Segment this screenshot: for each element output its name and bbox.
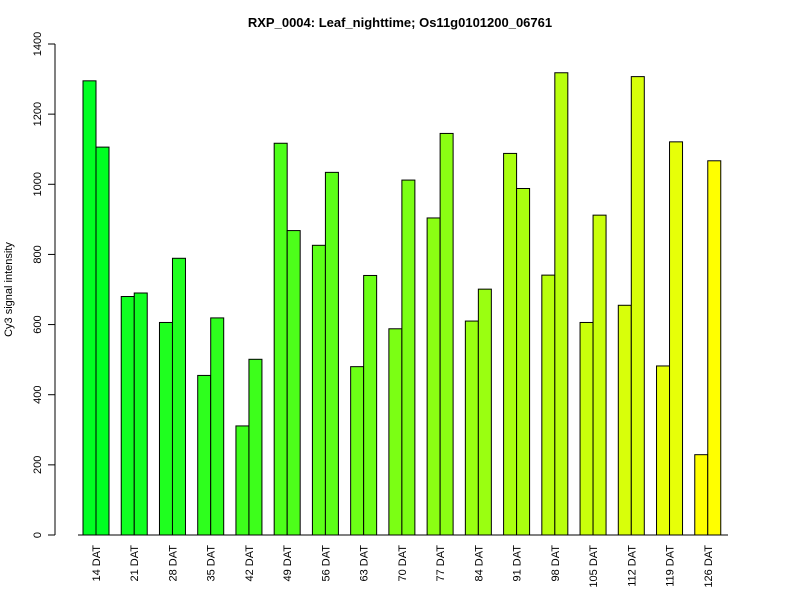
x-tick-label: 119 DAT	[665, 545, 677, 587]
y-tick-label: 1000	[32, 172, 44, 196]
bar-21-dat-1	[120, 296, 135, 536]
x-tick-label: 70 DAT	[397, 545, 409, 582]
y-tick-label: 1400	[32, 32, 44, 56]
x-axis: 14 DAT 21 DAT 28 DAT 35 DAT 42 DAT 49 DAT 56 D…	[78, 534, 728, 588]
x-tick-label: 77 DAT	[435, 545, 447, 582]
bar-77-dat-2	[439, 132, 454, 536]
bar-119-dat-2	[669, 141, 684, 536]
bar-77-dat-1	[426, 217, 441, 536]
bar-70-dat-1	[388, 328, 403, 536]
x-tick-label: 42 DAT	[244, 545, 256, 582]
bar-126-dat-1	[694, 454, 709, 536]
bar-42-dat-2	[248, 358, 263, 536]
bar-70-dat-2	[401, 179, 416, 536]
bar-21-dat-2	[133, 292, 148, 536]
bar-63-dat-2	[363, 274, 378, 536]
bar-91-dat-1	[503, 152, 518, 536]
y-axis-label: Cy3 signal intensity	[3, 242, 15, 337]
chart-title: RXP_0004: Leaf_nighttime; Os11g0101200_0…	[248, 15, 552, 30]
bar-28-dat-2	[171, 257, 186, 536]
bar-112-dat-2	[630, 76, 645, 536]
y-tick-label: 200	[32, 456, 44, 474]
x-tick-label: 56 DAT	[320, 545, 332, 582]
x-tick-label: 91 DAT	[512, 545, 524, 582]
x-tick-label: 28 DAT	[167, 545, 179, 582]
x-tick-label: 126 DAT	[703, 545, 715, 588]
x-tick-label: 105 DAT	[588, 545, 600, 588]
y-tick-label: 600	[32, 315, 44, 333]
x-tick-label: 84 DAT	[473, 545, 485, 582]
bar-84-dat-2	[477, 288, 492, 536]
y-tick-label: 0	[32, 532, 44, 538]
x-tick-label: 21 DAT	[129, 545, 141, 582]
bar-42-dat-1	[235, 425, 250, 536]
bar-56-dat-2	[324, 171, 339, 536]
bar-105-dat-1	[579, 321, 594, 536]
bar-105-dat-2	[592, 214, 607, 536]
bar-126-dat-2	[707, 160, 722, 536]
bar-91-dat-2	[516, 187, 531, 536]
y-axis: 0 200 400 600 800 1000 1200 1400	[32, 32, 56, 538]
bar-49-dat-2	[286, 230, 301, 536]
y-tick-label: 1200	[32, 102, 44, 126]
bar-35-dat-1	[197, 374, 212, 536]
bar-84-dat-1	[464, 320, 479, 536]
bar-98-dat-2	[554, 72, 569, 536]
x-tick-label: 49 DAT	[282, 545, 294, 582]
bar-35-dat-2	[210, 317, 225, 536]
y-tick-label: 800	[32, 245, 44, 263]
x-tick-label: 98 DAT	[550, 545, 562, 582]
bar-98-dat-1	[541, 274, 556, 536]
bar-56-dat-1	[311, 244, 326, 536]
bar-49-dat-1	[273, 142, 288, 536]
bar-14-dat-1	[82, 80, 97, 536]
bar-63-dat-1	[350, 366, 365, 536]
bar-119-dat-1	[656, 365, 671, 536]
bar-112-dat-1	[617, 304, 632, 536]
bar-14-dat-2	[95, 146, 110, 536]
x-tick-label: 112 DAT	[626, 545, 638, 587]
bar-28-dat-1	[158, 321, 173, 536]
x-tick-label: 63 DAT	[359, 545, 371, 582]
x-tick-label: 35 DAT	[206, 545, 218, 582]
x-tick-label: 14 DAT	[91, 545, 103, 582]
y-tick-label: 400	[32, 386, 44, 404]
bars	[82, 72, 722, 536]
